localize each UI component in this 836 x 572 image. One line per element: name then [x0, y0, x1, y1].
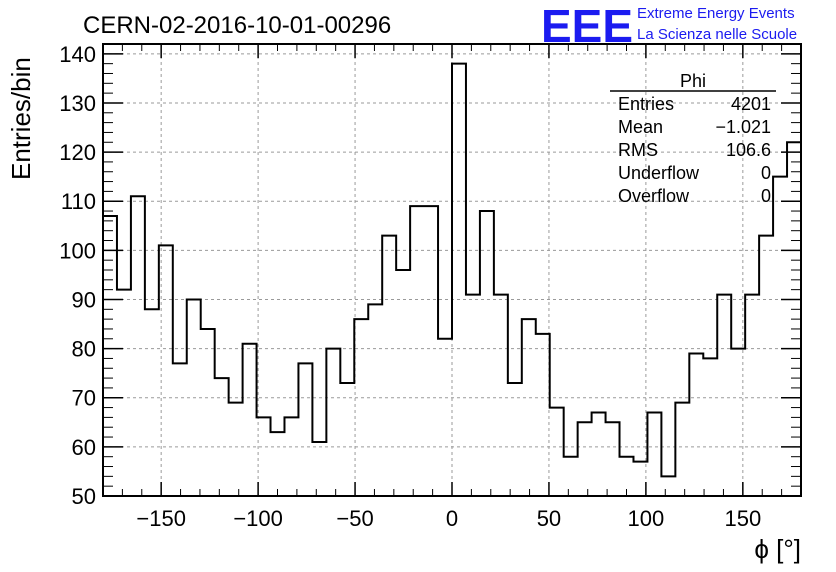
histogram-bin [606, 422, 620, 496]
x-tick-label: −50 [336, 506, 373, 531]
histogram-bin [382, 236, 396, 496]
histogram-bin [368, 304, 382, 496]
logo-line-2: La Scienza nelle Scuole [637, 26, 797, 43]
axis-ticks [103, 43, 801, 497]
histogram-bin [675, 403, 689, 496]
y-tick-label: 70 [72, 386, 96, 411]
y-tick-label: 50 [72, 484, 96, 509]
histogram-bin [759, 236, 773, 496]
stats-row-value: 4201 [731, 94, 771, 114]
histogram-bin [494, 295, 508, 496]
y-tick-label: 110 [61, 189, 96, 214]
histogram-bin [466, 295, 480, 496]
histogram-bin [689, 354, 703, 496]
histogram-bin [438, 339, 452, 496]
histogram-bin [745, 295, 759, 496]
x-axis-title: ϕ [°] [754, 534, 801, 564]
histogram-bin [103, 216, 117, 496]
y-tick-label: 120 [59, 140, 96, 165]
histogram-bin [298, 363, 312, 496]
histogram-bin [564, 457, 578, 496]
stats-row-value: 106.6 [726, 140, 771, 160]
histogram-bin [410, 206, 424, 496]
x-tick-label: 150 [724, 506, 761, 531]
histogram-outline [102, 62, 801, 496]
histogram-bin [201, 329, 215, 496]
histogram-bin [424, 206, 438, 496]
histogram-bin [284, 417, 298, 496]
histogram-bin [536, 334, 550, 496]
histogram-bin [550, 408, 564, 496]
histogram-bin [117, 290, 131, 496]
histogram-bin [508, 383, 522, 496]
stats-row-label: RMS [618, 140, 658, 160]
stats-row-value: −1.021 [715, 117, 771, 137]
x-tick-label: 50 [537, 506, 561, 531]
histogram-bin [312, 442, 326, 496]
histogram-bin [396, 270, 410, 496]
histogram-bin [145, 309, 159, 496]
logo-line-1: Extreme Energy Events [637, 5, 795, 22]
histogram-bin [452, 64, 466, 496]
stats-row-label: Mean [618, 117, 663, 137]
histogram-bin [243, 344, 257, 496]
histogram-bin [215, 378, 229, 496]
histogram-bin [480, 211, 494, 496]
histogram-bin [773, 177, 787, 496]
histogram-bin [229, 403, 243, 496]
histogram-bin [326, 349, 340, 496]
y-axis-title: Entries/bin [6, 57, 36, 180]
x-tick-label: −150 [136, 506, 186, 531]
stats-row-label: Underflow [618, 163, 700, 183]
histogram-bin [354, 319, 368, 496]
stats-row-value: 0 [761, 186, 771, 206]
histogram-bin [717, 295, 731, 496]
y-tick-label: 130 [59, 91, 96, 116]
stats-row-label: Entries [618, 94, 674, 114]
histogram-bin [703, 358, 717, 496]
y-tick-label: 90 [72, 287, 96, 312]
y-tick-label: 60 [72, 435, 96, 460]
stats-row-value: 0 [761, 163, 771, 183]
histogram-bin [522, 319, 536, 496]
histogram-bin [592, 412, 606, 496]
histogram-bin [271, 432, 285, 496]
run-title: CERN-02-2016-10-01-00296 [83, 12, 391, 39]
histogram-bin [131, 196, 145, 496]
stats-box: Phi Entries 4201 Mean −1.021 RMS 106.6 Underfl… [610, 71, 776, 206]
y-tick-label: 80 [72, 337, 96, 362]
histogram-bin [661, 476, 675, 496]
histogram-bin [173, 363, 187, 496]
tick-labels: −150 −100 −50 0 50 100 150 50 60 70 80 90 100 110 120 1… [59, 42, 761, 531]
histogram-bin [340, 383, 354, 496]
plot-frame [102, 43, 802, 497]
histogram-bin [647, 412, 661, 496]
stats-row-label: Overflow [618, 186, 690, 206]
y-tick-label: 100 [59, 238, 96, 263]
y-tick-label: 140 [59, 42, 96, 67]
histogram-bin [578, 422, 592, 496]
x-tick-label: 100 [628, 506, 665, 531]
x-tick-label: 0 [446, 506, 458, 531]
x-tick-label: −100 [233, 506, 283, 531]
stats-box-title: Phi [680, 71, 706, 91]
